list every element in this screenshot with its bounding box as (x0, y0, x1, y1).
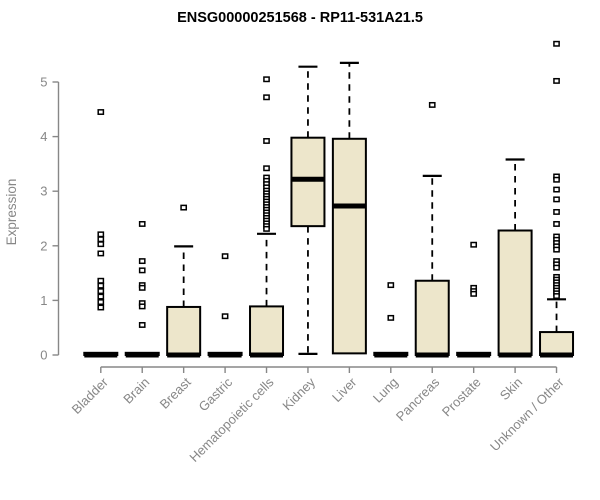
outlier-point-brain (138, 284, 146, 291)
x-label-liver: Liver (329, 374, 360, 405)
box-unknown-other (539, 331, 575, 356)
x-label-pancreas: Pancreas (393, 374, 443, 424)
outlier-point-unknown-other (553, 246, 560, 253)
outlier-point-lung (387, 314, 395, 321)
y-tick-label: 3 (40, 184, 47, 199)
outlier-point-unknown-other (553, 186, 560, 193)
outlier-point-bladder (97, 241, 105, 248)
box-kidney (290, 136, 326, 228)
box-pancreas (414, 279, 450, 356)
outlier-point-unknown-other (553, 40, 560, 47)
outlier-point-unknown-other (553, 293, 560, 299)
outlier-point-hematopoietic-cells (263, 76, 270, 83)
outlier-point-lung (387, 282, 395, 289)
x-label-brain: Brain (120, 375, 152, 407)
outlier-point-unknown-other (553, 208, 560, 215)
outlier-point-hematopoietic-cells (263, 165, 270, 172)
outlier-point-brain (138, 322, 146, 328)
x-label-gastric: Gastric (195, 374, 235, 414)
outlier-point-unknown-other (553, 176, 560, 183)
outlier-point-brain (138, 267, 146, 274)
outlier-point-bladder (97, 304, 105, 311)
outlier-point-bladder (97, 236, 105, 243)
outlier-point-unknown-other (553, 196, 560, 203)
y-tick-label: 4 (40, 129, 47, 144)
box-liver (331, 137, 367, 355)
box-breast (166, 305, 202, 356)
x-label-bladder: Bladder (69, 374, 112, 417)
outlier-point-bladder (97, 282, 105, 289)
outlier-point-breast (180, 204, 188, 211)
y-tick-label: 0 (40, 348, 47, 363)
outlier-point-brain (138, 258, 146, 265)
outlier-point-pancreas (428, 101, 436, 108)
outlier-point-brain (138, 303, 146, 310)
outlier-point-hematopoietic-cells (263, 225, 270, 232)
x-label-skin: Skin (497, 375, 525, 403)
outlier-point-unknown-other (553, 221, 560, 227)
outlier-point-unknown-other (553, 77, 560, 84)
x-label-kidney: Kidney (279, 374, 318, 413)
outlier-point-bladder (97, 277, 105, 284)
y-tick-label: 1 (40, 293, 47, 308)
box-hematopoietic-cells (249, 305, 285, 357)
outlier-point-bladder (97, 109, 105, 115)
outlier-point-hematopoietic-cells (263, 138, 270, 144)
outlier-point-brain (138, 221, 146, 227)
outlier-point-prostate (470, 290, 478, 297)
outlier-point-bladder (97, 299, 105, 305)
boxes-group (83, 40, 575, 358)
chart-title: ENSG00000251568 - RP11-531A21.5 (177, 10, 423, 26)
x-label-lung: Lung (370, 375, 401, 406)
outlier-point-gastric (221, 313, 229, 320)
outlier-point-hematopoietic-cells (263, 94, 270, 101)
outlier-point-bladder (97, 250, 105, 257)
outlier-point-bladder (97, 231, 105, 238)
x-label-breast: Breast (157, 374, 194, 411)
outlier-point-gastric (221, 253, 229, 260)
y-tick-label: 5 (40, 75, 47, 90)
x-label-unknown-other: Unknown / Other (487, 374, 567, 454)
y-tick-label: 2 (40, 238, 47, 253)
y-axis-title: Expression (4, 179, 19, 246)
box-skin (497, 229, 533, 356)
outlier-point-bladder (97, 293, 105, 300)
outlier-point-bladder (97, 288, 105, 295)
outlier-point-prostate (470, 241, 478, 248)
x-label-prostate: Prostate (439, 375, 484, 420)
outlier-point-unknown-other (553, 264, 560, 271)
